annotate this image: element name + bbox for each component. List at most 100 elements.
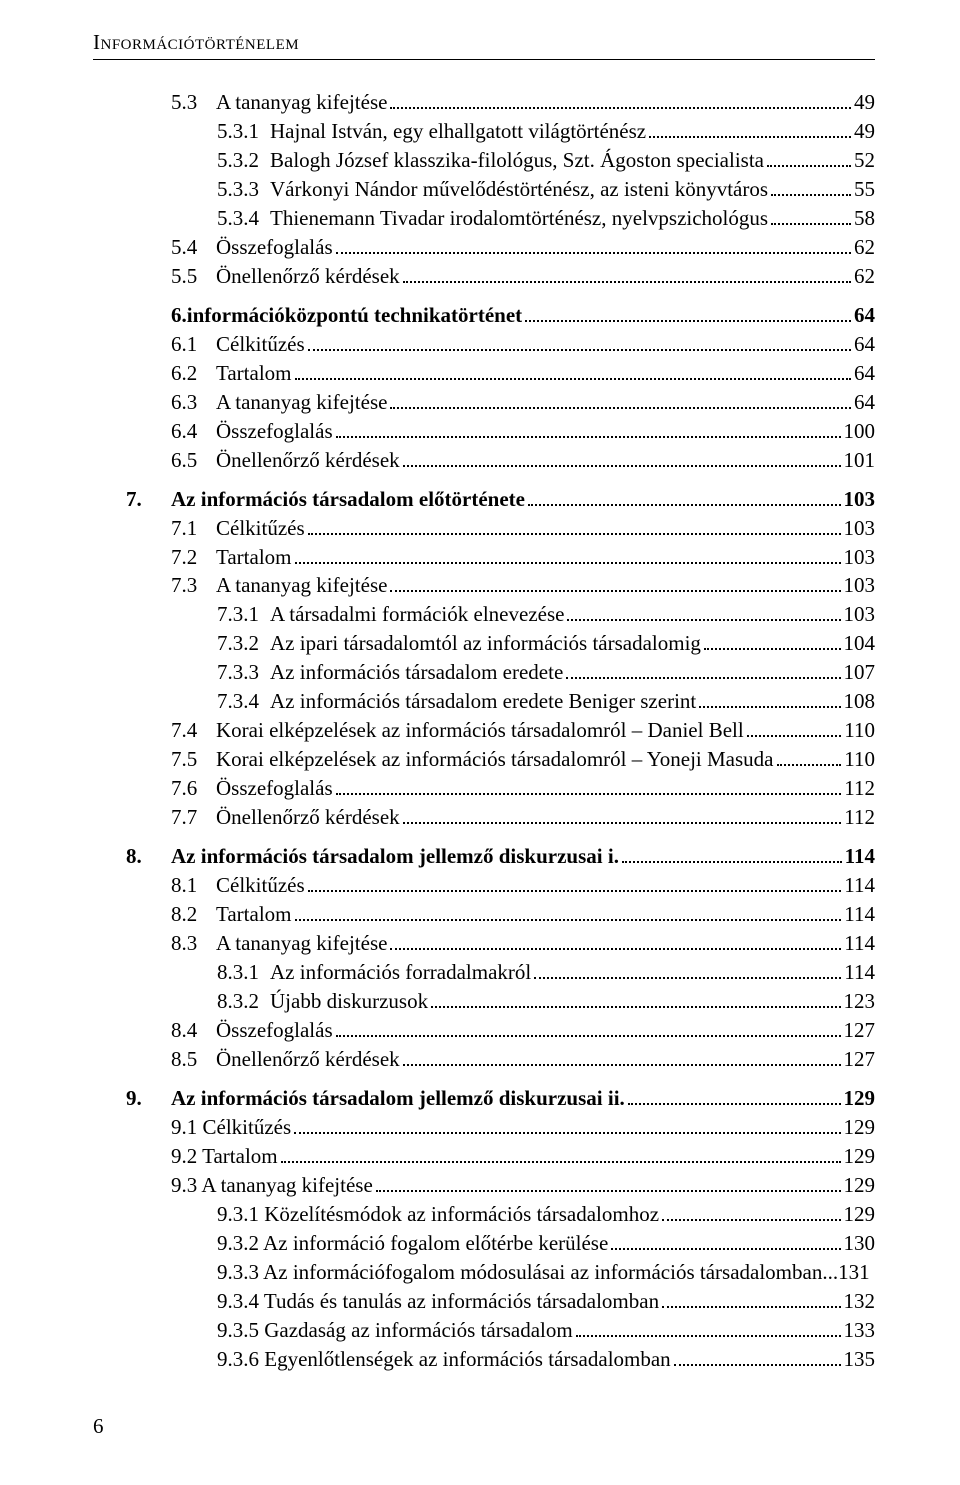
toc-entry: 8.4Összefoglalás127 — [93, 1016, 875, 1045]
toc-entry: 9.1 Célkitűzés 129 — [93, 1113, 875, 1142]
toc-leader — [390, 90, 851, 109]
toc-entry-page: 110 — [844, 745, 875, 774]
toc-entry-page: 103 — [844, 514, 876, 543]
toc-entry-title: Hajnal István, egy elhallgatott világtör… — [270, 117, 646, 146]
toc-leader — [403, 264, 851, 283]
toc-entry-title: Az információs forradalmakról — [270, 958, 531, 987]
toc-entry-number: 5.3.1 — [217, 117, 270, 146]
toc-entry: 7.1Célkitűzés 103 — [93, 514, 875, 543]
toc-entry-number: 7.1 — [171, 514, 216, 543]
toc-entry: 8.5Önellenőrző kérdések127 — [93, 1045, 875, 1074]
toc-entry-number: 5.4 — [171, 233, 216, 262]
toc-entry-page: 103 — [844, 571, 876, 600]
toc-entry-page: 129 — [844, 1113, 876, 1142]
toc-entry: 9.3.1 Közelítésmódok az információs társ… — [93, 1200, 875, 1229]
toc-leader — [308, 332, 851, 351]
section-gap — [93, 475, 875, 485]
section-gap — [93, 832, 875, 842]
toc-entry-page: 114 — [844, 929, 875, 958]
toc-entry-number: 7.2 — [171, 543, 216, 572]
toc-leader — [336, 776, 842, 795]
toc-entry-number: 9.3 A tananyag kifejtése — [171, 1171, 373, 1200]
toc-entry: 8.Az információs társadalom jellemző dis… — [93, 842, 875, 871]
toc-entry-title: Balogh József klasszika-filológus, Szt. … — [270, 146, 764, 175]
toc-entry: 8.3A tananyag kifejtése114 — [93, 929, 875, 958]
toc-entry-number: 5.3 — [171, 88, 216, 117]
toc-entry: 8.1Célkitűzés114 — [93, 871, 875, 900]
toc-entry-title: Célkitűzés — [216, 330, 305, 359]
toc-entry-page: 135 — [844, 1345, 876, 1374]
toc-entry: 7.Az információs társadalom előtörténete… — [93, 485, 875, 514]
toc-entry-number: 5.3.3 — [217, 175, 270, 204]
running-header: Információtörténelem — [93, 28, 875, 60]
toc-entry-number: 8.3.2 — [217, 987, 270, 1016]
toc-leader — [294, 1115, 840, 1134]
toc-entry-page: 101 — [844, 446, 876, 475]
toc-entry: 5.3.3Várkonyi Nándor művelődéstörténész,… — [93, 175, 875, 204]
toc-leader — [403, 1047, 841, 1066]
toc-leader — [611, 1231, 840, 1250]
toc-entry-title: Thienemann Tivadar irodalomtörténész, ny… — [270, 204, 768, 233]
toc-entry-page: 104 — [844, 629, 876, 658]
toc-leader — [567, 603, 840, 622]
toc-entry-number: 5.3.2 — [217, 146, 270, 175]
toc-entry-number: 6.5 — [171, 446, 216, 475]
toc-entry-page: 112 — [844, 774, 875, 803]
toc-entry: 9.3.6 Egyenlőtlenségek az információs tá… — [93, 1345, 875, 1374]
toc-entry-title: információközpontú technikatörténet — [187, 301, 522, 330]
toc-entry-title: A tananyag kifejtése — [216, 88, 387, 117]
toc-entry: 7.4Korai elképzelések az információs tár… — [93, 716, 875, 745]
toc-entry-page: 130 — [844, 1229, 876, 1258]
toc-entry-page: 103 — [844, 600, 876, 629]
toc-entry-title: Az ipari társadalomtól az információs tá… — [270, 629, 701, 658]
toc-leader — [376, 1173, 841, 1192]
toc-entry-page: 64 — [854, 330, 875, 359]
toc-entry: 6.1Célkitűzés64 — [93, 330, 875, 359]
toc-entry: 7.2Tartalom103 — [93, 543, 875, 572]
toc-entry-number: 9.3.2 Az információ fogalom előtérbe ker… — [217, 1229, 608, 1258]
toc-leader — [431, 989, 840, 1008]
toc-leader — [777, 747, 842, 766]
toc-entry-page: 64 — [854, 301, 875, 330]
toc-entry-page: 108 — [844, 687, 876, 716]
toc-leader — [534, 960, 841, 979]
page-number: 6 — [93, 1412, 104, 1441]
toc-leader — [576, 1318, 841, 1337]
toc-leader — [336, 1018, 841, 1037]
toc-entry-page: 64 — [854, 388, 875, 417]
toc-entry-title: Összefoglalás — [216, 233, 333, 262]
toc-entry-title: Önellenőrző kérdések — [216, 262, 400, 291]
toc-leader — [528, 487, 841, 506]
toc-entry: 5.3A tananyag kifejtése49 — [93, 88, 875, 117]
toc-entry: 7.7Önellenőrző kérdések112 — [93, 803, 875, 832]
toc-entry: 7.3.1A társadalmi formációk elnevezése10… — [93, 600, 875, 629]
toc-entry-number: 8.3 — [171, 929, 216, 958]
toc-entry-title: Célkitűzés — [216, 514, 305, 543]
toc-entry-number: 9.2 Tartalom — [171, 1142, 278, 1171]
toc-entry-title: Az információs társadalom előtörténete — [171, 485, 525, 514]
toc-entry-page: 110 — [844, 716, 875, 745]
toc-entry: 9.3.5 Gazdaság az információs társadalom… — [93, 1316, 875, 1345]
toc-entry-page: 114 — [845, 842, 875, 871]
toc-entry-number: 7.3 — [171, 571, 216, 600]
toc-entry-number: 6.2 — [171, 359, 216, 388]
toc-leader — [649, 119, 851, 138]
toc-entry: 5.4Összefoglalás62 — [93, 233, 875, 262]
toc-entry: 9.3 A tananyag kifejtése129 — [93, 1171, 875, 1200]
toc-entry-page: 114 — [844, 871, 875, 900]
toc-entry: 6.2Tartalom64 — [93, 359, 875, 388]
toc-entry: 7.3.2Az ipari társadalomtól az informáci… — [93, 629, 875, 658]
toc-entry-page: 49 — [854, 117, 875, 146]
toc-entry-number: 9. — [126, 1084, 171, 1113]
toc-entry: 6.3A tananyag kifejtése64 — [93, 388, 875, 417]
toc-entry-title: Az információs társadalom jellemző disku… — [171, 1084, 625, 1113]
toc-entry-title: Tartalom — [216, 359, 292, 388]
toc-entry-page: 129 — [844, 1084, 876, 1113]
toc-entry-number: 8.2 — [171, 900, 216, 929]
toc-entry: 6.5Önellenőrző kérdések101 — [93, 446, 875, 475]
toc-entry-title: Korai elképzelések az információs társad… — [216, 716, 744, 745]
toc-entry: 7.3.4Az információs társadalom eredete B… — [93, 687, 875, 716]
toc-entry-number: 7.4 — [171, 716, 216, 745]
toc-entry-number: 7.5 — [171, 745, 216, 774]
toc-entry-number: 9.1 Célkitűzés — [171, 1113, 291, 1142]
